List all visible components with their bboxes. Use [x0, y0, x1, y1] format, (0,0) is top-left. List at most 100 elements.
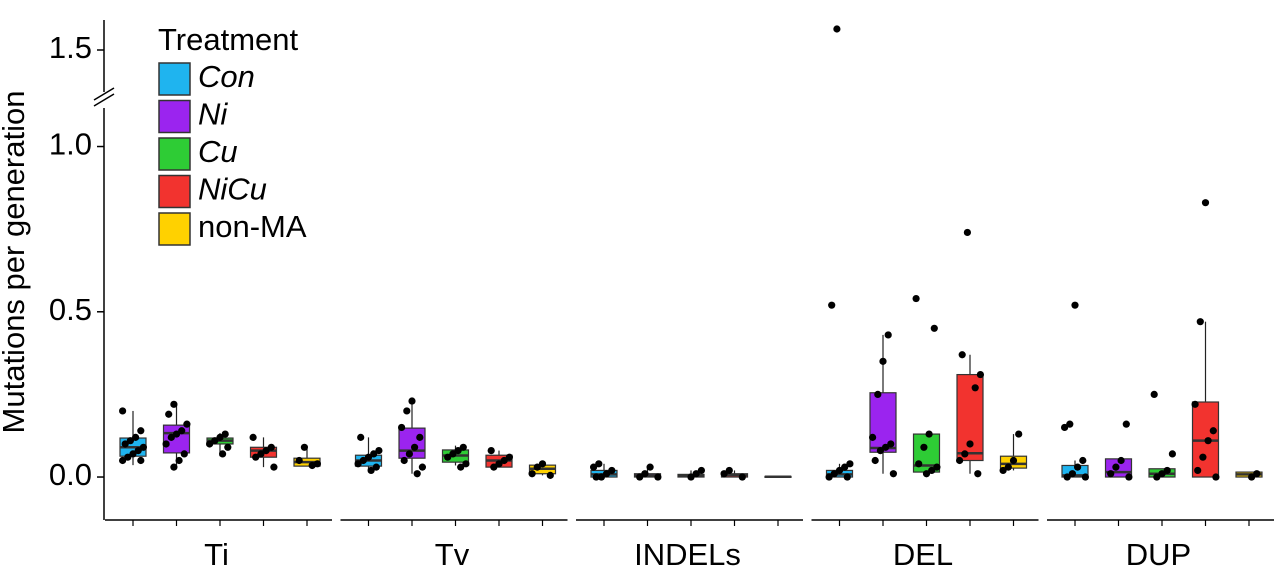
- data-point: [183, 420, 191, 428]
- data-point: [1015, 430, 1023, 438]
- data-point: [170, 463, 178, 471]
- data-point: [871, 456, 879, 465]
- data-point: [889, 470, 898, 478]
- data-point: [1253, 470, 1261, 478]
- data-point: [1163, 466, 1171, 475]
- data-point: [418, 463, 426, 471]
- data-point: [876, 446, 885, 455]
- legend-label: Ni: [198, 97, 228, 132]
- data-point: [1068, 470, 1076, 478]
- data-point: [636, 473, 644, 481]
- data-point: [825, 473, 833, 481]
- data-point: [912, 294, 920, 303]
- data-point: [354, 460, 362, 468]
- y-tick-label: 0.0: [49, 457, 92, 492]
- data-point: [1112, 463, 1120, 471]
- data-point: [295, 456, 303, 465]
- data-point: [1201, 199, 1210, 207]
- x-tick-label: DEL: [893, 537, 953, 572]
- data-point: [843, 473, 851, 481]
- data-point: [933, 463, 941, 471]
- data-point: [603, 470, 611, 478]
- data-point: [124, 453, 132, 461]
- data-point: [1150, 390, 1158, 399]
- data-point: [132, 433, 140, 441]
- x-tick-label: DUP: [1126, 537, 1191, 572]
- data-point: [405, 450, 413, 458]
- data-point: [533, 463, 541, 471]
- data-point: [308, 461, 316, 470]
- data-point: [920, 443, 928, 451]
- data-point: [1196, 318, 1204, 326]
- legend-swatch: [158, 212, 191, 246]
- data-point: [608, 466, 616, 475]
- data-point: [1009, 456, 1018, 465]
- data-point: [1004, 463, 1012, 471]
- data-point: [257, 450, 265, 458]
- data-point: [1209, 427, 1217, 435]
- legend-swatch: [158, 137, 191, 171]
- data-point: [262, 446, 270, 455]
- data-point: [505, 453, 513, 461]
- axis-break: [93, 93, 115, 107]
- data-point: [206, 440, 214, 448]
- data-point: [738, 473, 746, 481]
- data-point: [882, 443, 890, 451]
- data-point: [413, 470, 421, 478]
- x-tick-label: Ti: [204, 537, 229, 572]
- data-point: [1071, 301, 1079, 309]
- y-tick-label: 1.0: [49, 127, 92, 162]
- data-point: [134, 446, 142, 455]
- axis-break: [93, 87, 115, 101]
- data-point: [1191, 400, 1199, 408]
- data-point: [930, 324, 938, 332]
- legend-title: Treatment: [158, 22, 299, 57]
- y-tick-label: 0.5: [49, 292, 92, 327]
- data-point: [1061, 423, 1069, 432]
- x-tick-label: Tv: [435, 537, 470, 572]
- data-point: [1194, 466, 1202, 475]
- data-point: [956, 456, 964, 465]
- data-point: [267, 443, 275, 451]
- data-point: [462, 460, 470, 468]
- data-point: [457, 463, 465, 471]
- data-point: [1199, 453, 1207, 461]
- data-point: [971, 384, 979, 392]
- data-point: [999, 466, 1007, 475]
- box: [956, 373, 984, 462]
- data-point: [590, 463, 598, 471]
- data-point: [137, 456, 145, 465]
- data-point: [884, 331, 892, 339]
- data-point: [828, 301, 836, 309]
- data-point: [874, 390, 882, 399]
- data-point: [398, 423, 406, 432]
- data-point: [958, 351, 966, 359]
- data-point: [925, 430, 933, 438]
- data-point: [172, 430, 181, 438]
- data-point: [528, 470, 536, 478]
- data-point: [846, 460, 854, 468]
- data-point: [646, 463, 654, 471]
- data-point: [400, 456, 408, 465]
- data-point: [1153, 473, 1161, 481]
- data-point: [219, 450, 227, 458]
- data-point: [1168, 450, 1176, 458]
- data-point: [165, 410, 173, 418]
- data-point: [170, 400, 178, 408]
- data-point: [692, 470, 700, 478]
- legend-label: Con: [198, 59, 255, 94]
- data-point: [175, 456, 183, 465]
- legend-swatch: [158, 174, 191, 209]
- data-point: [403, 407, 411, 415]
- data-point: [1158, 470, 1166, 478]
- data-point: [1079, 456, 1087, 465]
- data-point: [725, 466, 733, 475]
- data-point: [833, 25, 841, 33]
- y-tick-label: 1.5: [49, 30, 92, 65]
- data-point: [1212, 473, 1220, 481]
- data-point: [1125, 473, 1133, 481]
- data-point: [1066, 420, 1074, 428]
- data-point: [119, 407, 127, 415]
- data-point: [976, 370, 985, 379]
